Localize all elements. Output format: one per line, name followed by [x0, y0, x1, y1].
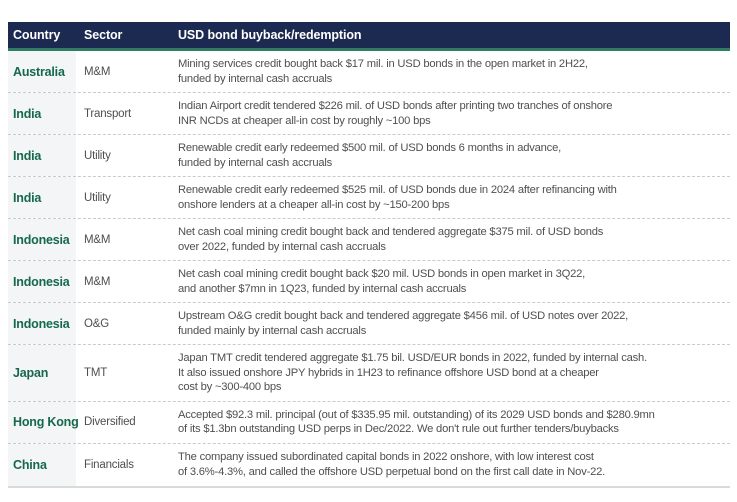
sector-cell: O&G	[84, 317, 109, 330]
sector-cell: M&M	[84, 65, 111, 78]
sector-cell: Diversified	[84, 416, 136, 428]
description-cell: Upstream O&G credit bought back and tend…	[178, 310, 629, 337]
country-cell: China	[8, 443, 76, 486]
table-row: Japan TMT Japan TMT credit tendered aggr…	[8, 345, 730, 402]
description-cell: Net cash coal mining credit bought back …	[178, 268, 586, 295]
sector-cell: Transport	[84, 107, 131, 120]
table-header: Country Sector USD bond buyback/redempti…	[8, 22, 730, 48]
country-cell: Indonesia	[8, 303, 76, 344]
table-body: Australia M&M Mining services credit bou…	[8, 51, 730, 488]
table-row: Indonesia O&G Upstream O&G credit bought…	[8, 303, 730, 345]
country-cell: India	[8, 177, 76, 218]
country-cell: Australia	[8, 51, 76, 92]
sector-cell: Financials	[84, 458, 134, 471]
country-cell: Japan	[8, 345, 76, 401]
table-row: Hong Kong Diversified Accepted $92.3 mil…	[8, 401, 730, 444]
description-cell: The company issued subordinated capital …	[178, 451, 606, 478]
country-cell: Indonesia	[8, 261, 76, 302]
sector-cell: Utility	[84, 191, 111, 204]
description-cell: Japan TMT credit tendered aggregate $1.7…	[178, 352, 647, 393]
table-row: India Utility Renewable credit early red…	[8, 177, 730, 219]
description-cell: Net cash coal mining credit bought back …	[178, 226, 604, 253]
description-cell: Accepted $92.3 mil. principal (out of $3…	[178, 408, 655, 436]
header-sector: Sector	[84, 28, 123, 42]
description-cell: Mining services credit bought back $17 m…	[178, 58, 588, 85]
header-usd-bond-buyback-redemption: USD bond buyback/redemption	[178, 28, 362, 42]
header-accent-rule	[8, 48, 730, 51]
table-row: Indonesia M&M Net cash coal mining credi…	[8, 261, 730, 303]
country-cell: India	[8, 135, 76, 176]
table-row: India Utility Renewable credit early red…	[8, 135, 730, 177]
country-cell: Indonesia	[8, 219, 76, 260]
header-country: Country	[13, 28, 61, 42]
sector-cell: M&M	[84, 233, 111, 246]
table-row: India Transport Indian Airport credit te…	[8, 93, 730, 135]
table-row: Indonesia M&M Net cash coal mining credi…	[8, 219, 730, 261]
country-cell: Hong Kong	[8, 401, 79, 443]
description-cell: Renewable credit early redeemed $500 mil…	[178, 142, 561, 169]
bond-buyback-table: Country Sector USD bond buyback/redempti…	[8, 22, 730, 488]
description-cell: Renewable credit early redeemed $525 mil…	[178, 184, 617, 211]
country-cell: India	[8, 93, 76, 134]
description-cell: Indian Airport credit tendered $226 mil.…	[178, 100, 613, 127]
table-row: China Financials The company issued subo…	[8, 443, 730, 486]
sector-cell: TMT	[84, 366, 108, 379]
sector-cell: Utility	[84, 149, 111, 162]
sector-cell: M&M	[84, 275, 111, 288]
table-row: Australia M&M Mining services credit bou…	[8, 51, 730, 93]
